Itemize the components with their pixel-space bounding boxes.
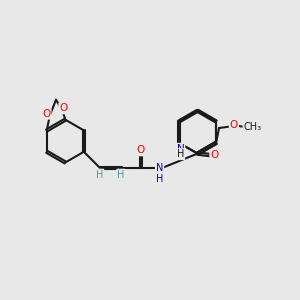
Text: H: H [96,170,103,180]
Text: CH₃: CH₃ [244,122,262,132]
Text: N: N [177,144,184,154]
Text: N
H: N H [156,163,163,184]
Text: O: O [42,109,50,118]
Text: O: O [59,103,68,113]
Text: O: O [210,150,219,160]
Text: O: O [137,145,145,155]
Text: H: H [117,170,125,180]
Text: H: H [177,149,184,159]
Text: O: O [230,120,238,130]
